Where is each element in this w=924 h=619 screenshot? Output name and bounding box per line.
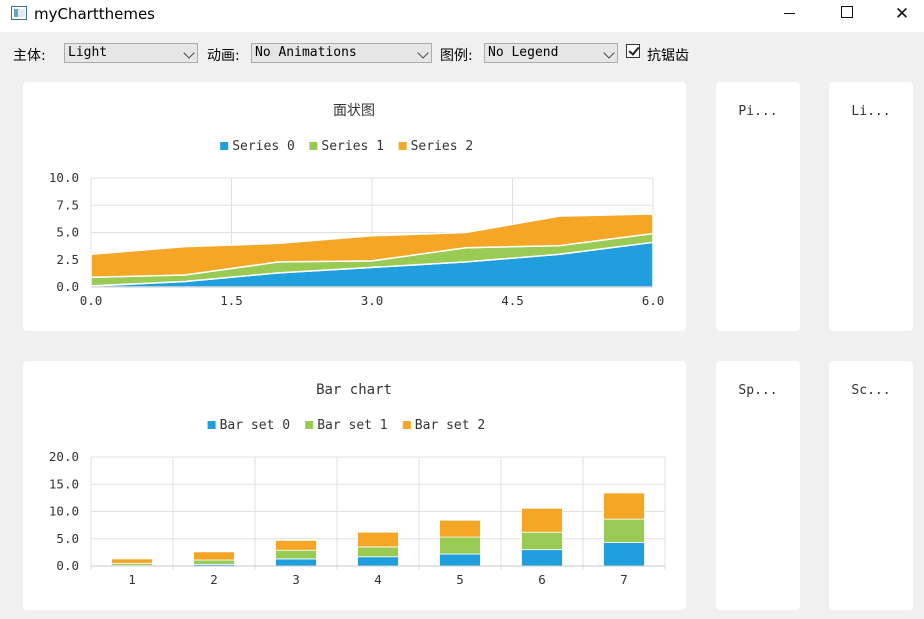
legend-select[interactable]: No Legend — [484, 43, 618, 63]
y-tick-label: 20.0 — [49, 449, 79, 464]
animation-select-value: No Animations — [255, 45, 357, 60]
x-tick-label: 3 — [292, 572, 300, 587]
bar-set-1-bar — [521, 531, 563, 551]
legend-marker — [207, 421, 216, 429]
legend-label: Bar set 2 — [415, 418, 485, 433]
bar-set-0-bar — [521, 549, 563, 567]
area-series-2 — [90, 213, 654, 278]
x-tick-label: 4 — [374, 572, 382, 587]
area-chart-panel: 面状图 Series 0 Series 1 Series 2 0.0 2.5 5.0 7.5 1… — [23, 82, 686, 331]
x-tick-label: 7 — [620, 572, 628, 587]
x-tick-label: 1 — [128, 572, 136, 587]
bar-set-2-bar — [193, 551, 235, 561]
scatter-chart-title: Sc... — [851, 383, 891, 398]
bar-set-2-bar — [275, 539, 317, 551]
x-tick-label: 5 — [456, 572, 464, 587]
bar-set-1-bar — [603, 518, 645, 543]
window-title: myChartthemes — [34, 5, 155, 23]
y-tick-label: 2.5 — [56, 252, 79, 267]
close-button[interactable]: ✕ — [879, 0, 924, 30]
legend-marker — [309, 142, 318, 150]
bar-set-2-bar — [357, 531, 399, 548]
y-tick-label: 10.0 — [49, 170, 79, 185]
app-icon — [11, 6, 27, 20]
legend-label: Bar set 0 — [220, 418, 290, 433]
x-tick-label: 6 — [538, 572, 546, 587]
x-tick-label: 4.5 — [501, 293, 524, 308]
theme-select[interactable]: Light — [64, 43, 198, 63]
scatter-chart-panel[interactable]: Sc... — [829, 361, 913, 610]
legend-marker — [305, 421, 314, 429]
chevron-down-icon — [183, 47, 195, 59]
spline-chart-panel[interactable]: Sp... — [716, 361, 800, 610]
antialias-checkbox[interactable] — [626, 44, 640, 58]
bar-set-2-bar — [603, 492, 645, 520]
area-chart: 面状图 Series 0 Series 1 Series 2 0.0 2.5 5.0 7.5 1… — [49, 103, 665, 308]
toolbar: 主体: Light 动画: No Animations 图例: No Legen… — [0, 38, 924, 70]
animation-label: 动画: — [207, 48, 240, 64]
legend-marker — [220, 142, 229, 150]
line-chart-panel[interactable]: Li... — [829, 82, 913, 331]
legend-label: Bar set 1 — [317, 418, 387, 433]
bar-set-2-bar — [111, 558, 153, 564]
pie-chart-title: Pi... — [738, 104, 778, 119]
bar-chart-panel: Bar chart Bar set 0 Bar set 1 Bar set 2 0.0 5… — [23, 361, 686, 610]
y-tick-label: 5.0 — [56, 531, 79, 546]
chevron-down-icon — [603, 47, 615, 59]
y-tick-label: 0.0 — [56, 558, 79, 573]
y-tick-label: 15.0 — [49, 476, 79, 491]
bar-set-0-bar — [603, 542, 645, 567]
minimize-button[interactable] — [766, 0, 812, 30]
y-tick-label: 5.0 — [56, 225, 79, 240]
pie-chart-panel[interactable]: Pi... — [716, 82, 800, 331]
bar-set-0-bar — [275, 558, 317, 567]
x-tick-label: 6.0 — [642, 293, 665, 308]
y-tick-label: 0.0 — [56, 279, 79, 294]
chart-title: Bar chart — [316, 382, 392, 398]
legend-label: Series 0 — [232, 139, 295, 154]
chevron-down-icon — [417, 47, 429, 59]
title-bar: myChartthemes ✕ — [0, 0, 924, 32]
chart-title: 面状图 — [333, 103, 375, 119]
theme-select-value: Light — [68, 45, 108, 60]
spline-chart-title: Sp... — [738, 383, 778, 398]
legend-label: Series 1 — [321, 139, 384, 154]
x-tick-label: 1.5 — [220, 293, 243, 308]
bar-set-1-bar — [275, 549, 317, 560]
x-tick-label: 0.0 — [80, 293, 103, 308]
y-tick-label: 7.5 — [56, 197, 79, 212]
bar-chart: Bar chart Bar set 0 Bar set 1 Bar set 2 0.0 5… — [49, 382, 666, 587]
legend-label: Series 2 — [411, 139, 474, 154]
legend-marker — [402, 421, 411, 429]
animation-select[interactable]: No Animations — [251, 43, 432, 63]
bar-set-0-bar — [439, 553, 481, 567]
bar-set-1-bar — [439, 536, 481, 555]
bar-set-1-bar — [357, 546, 399, 558]
legend-label: 图例: — [440, 48, 473, 64]
x-tick-label: 2 — [210, 572, 218, 587]
x-tick-label: 3.0 — [361, 293, 384, 308]
y-tick-label: 10.0 — [49, 504, 79, 519]
line-chart-title: Li... — [851, 104, 891, 119]
antialias-label[interactable]: 抗锯齿 — [647, 48, 689, 64]
legend-marker — [398, 142, 407, 150]
bar-set-2-bar — [521, 507, 563, 533]
theme-label: 主体: — [13, 48, 46, 64]
bar-set-2-bar — [439, 519, 481, 538]
bar-set-1-bar — [193, 559, 235, 565]
legend-select-value: No Legend — [488, 45, 559, 60]
close-icon: ✕ — [894, 4, 910, 24]
maximize-button[interactable] — [823, 0, 869, 30]
bar-set-0-bar — [357, 556, 399, 567]
